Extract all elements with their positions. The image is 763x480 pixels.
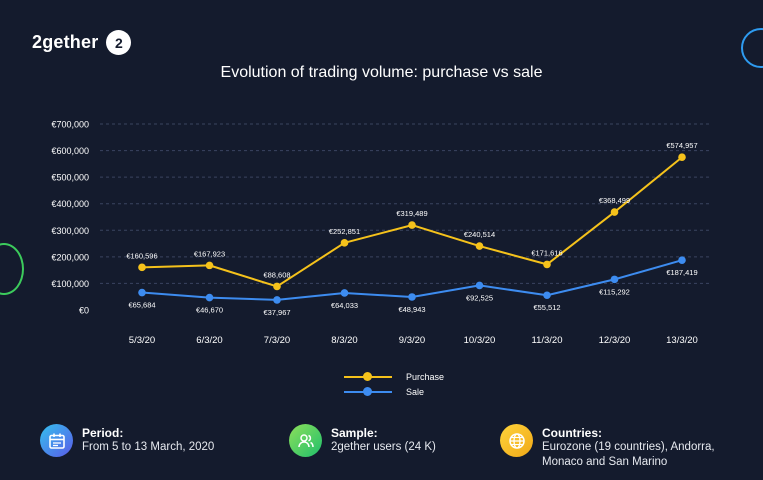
data-label: €171,616 [531,248,562,257]
data-label: €65,684 [128,301,155,310]
info-countries: Countries: Eurozone (19 countries), Ando… [500,424,715,470]
brand-logo: 2gether 2 [32,30,132,55]
data-point-sale [610,275,619,284]
sample-title: Sample: [331,426,378,440]
x-tick-label: 5/3/20 [129,335,155,346]
brand-name: 2gether [32,32,99,52]
data-label: €88,608 [263,270,290,279]
data-point-sale [205,293,214,302]
y-tick-label: €300,000 [51,226,89,236]
data-label: €46,670 [196,306,223,315]
data-label: €167,923 [194,249,225,258]
sample-text: 2gether users (24 K) [331,441,436,453]
y-tick-label: €500,000 [51,173,89,183]
x-tick-label: 7/3/20 [264,335,290,346]
data-label: €319,489 [396,209,427,218]
data-point-sale [273,296,281,304]
countries-text-line2: Monaco and San Marino [542,456,668,468]
data-point-purchase [408,221,416,229]
data-point-purchase [205,261,214,270]
legend-label-purchase: Purchase [406,372,445,382]
data-point-purchase [138,263,146,272]
period-text: From 5 to 13 March, 2020 [82,441,215,453]
data-point-purchase [340,239,349,247]
data-label: €37,967 [263,308,290,317]
y-tick-label: €600,000 [51,146,89,156]
brand-badge-icon: 2 [106,30,132,55]
y-tick-label: €400,000 [51,199,89,209]
legend-item-purchase: Purchase [344,370,444,384]
data-label: €252,851 [329,227,360,236]
info-period: Period: From 5 to 13 March, 2020 [40,424,214,457]
legend-item-sale: Sale [344,385,444,399]
info-sample: Sample: 2gether users (24 K) [289,424,436,457]
data-label: €160,596 [126,251,157,260]
data-point-purchase [273,282,281,291]
data-label: €48,943 [398,305,425,314]
y-tick-label: €100,000 [51,279,89,289]
data-label: €368,499 [599,196,630,205]
legend-label-sale: Sale [406,387,425,397]
data-point-sale [475,281,484,290]
data-label: €574,957 [666,141,697,150]
data-point-purchase [610,208,619,216]
x-tick-label: 9/3/20 [399,335,425,346]
globe-icon [500,424,533,457]
data-label: €64,033 [331,301,358,310]
data-label: €92,525 [466,293,493,302]
data-point-sale [678,256,686,265]
chart-legend: Purchase Sale [344,370,444,400]
countries-text-line1: Eurozone (19 countries), Andorra, [542,441,715,453]
data-point-sale [408,293,416,301]
x-tick-label: 12/3/20 [599,335,631,346]
data-point-purchase [678,153,686,162]
y-tick-label: €0 [79,306,89,316]
x-tick-label: 10/3/20 [464,335,496,346]
x-tick-label: 6/3/20 [196,335,222,346]
x-tick-label: 13/3/20 [666,335,698,346]
x-tick-label: 8/3/20 [331,335,357,346]
period-title: Period: [82,426,124,440]
data-point-sale [138,288,146,297]
x-tick-label: 11/3/20 [532,335,563,346]
data-point-sale [543,291,551,300]
data-point-purchase [543,260,551,269]
legend-swatch-purchase [344,372,392,381]
data-point-purchase [475,242,484,250]
calendar-icon [40,424,73,457]
y-tick-label: €700,000 [51,120,89,130]
data-label: €240,514 [464,230,495,239]
data-label: €187,419 [666,268,697,277]
chart-title: Evolution of trading volume: purchase vs… [220,64,543,81]
data-label: €55,512 [533,303,560,312]
y-tick-label: €200,000 [51,252,89,262]
data-point-sale [340,289,349,297]
countries-title: Countries: [542,426,602,440]
data-label: €115,292 [599,287,630,296]
legend-swatch-sale [344,387,392,396]
users-icon [289,424,322,457]
line-chart: €0 €100,000 €200,000 €300,000 €400,000 €500,0… [51,120,712,346]
